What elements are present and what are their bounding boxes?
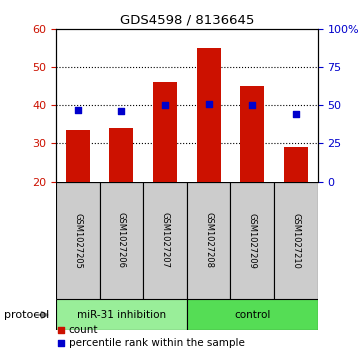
Text: GSM1027207: GSM1027207: [161, 212, 170, 269]
Text: GSM1027210: GSM1027210: [291, 213, 300, 268]
Bar: [100, 182, 143, 299]
Bar: [143, 182, 187, 299]
Text: percentile rank within the sample: percentile rank within the sample: [69, 338, 244, 348]
Text: GSM1027206: GSM1027206: [117, 212, 126, 269]
Text: protocol: protocol: [4, 310, 49, 320]
Bar: [197, 48, 221, 182]
Bar: [153, 82, 177, 182]
Bar: [240, 86, 264, 182]
Point: [75, 107, 81, 113]
Bar: [274, 182, 318, 299]
Bar: [66, 130, 90, 182]
Text: count: count: [69, 325, 98, 335]
Point: [162, 102, 168, 108]
Bar: [56, 182, 100, 299]
Text: control: control: [234, 310, 270, 320]
Text: GSM1027209: GSM1027209: [248, 213, 257, 268]
Bar: [56, 299, 187, 330]
Point: [118, 109, 124, 114]
Text: miR-31 inhibition: miR-31 inhibition: [77, 310, 166, 320]
Point: [249, 102, 255, 108]
Point: [58, 340, 64, 346]
Bar: [230, 182, 274, 299]
Text: GSM1027208: GSM1027208: [204, 212, 213, 269]
Title: GDS4598 / 8136645: GDS4598 / 8136645: [119, 13, 254, 26]
Point: [206, 101, 212, 107]
Bar: [109, 128, 133, 182]
Point: [58, 327, 64, 333]
Text: GSM1027205: GSM1027205: [73, 213, 82, 268]
Bar: [187, 182, 230, 299]
Bar: [284, 147, 308, 182]
Bar: [187, 299, 318, 330]
Point: [293, 111, 299, 117]
